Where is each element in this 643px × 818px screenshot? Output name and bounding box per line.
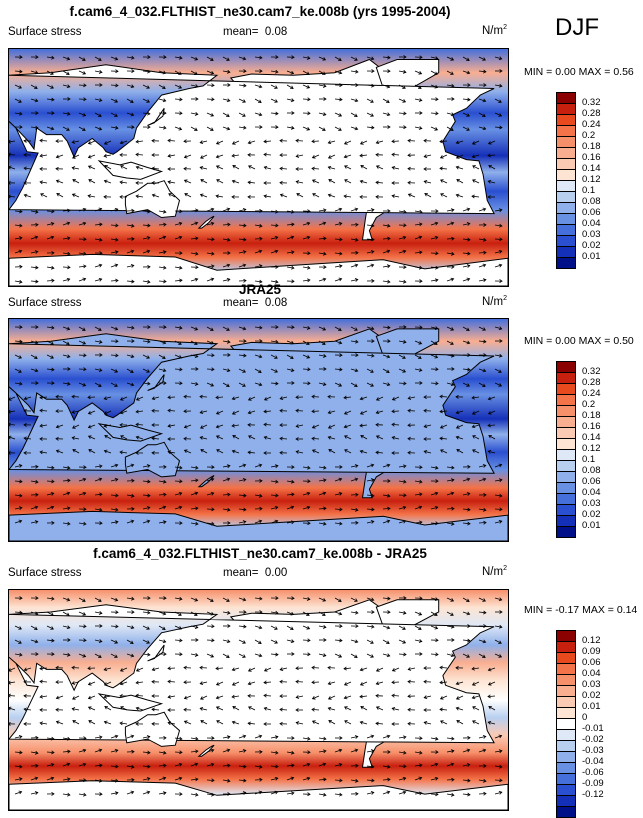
panel-3-units-base: N/m — [482, 566, 503, 578]
panel-1-map-svg — [9, 49, 508, 286]
panel-1-units-exp: 2 — [503, 24, 507, 31]
colorbar-tick-label: 0.14 — [582, 164, 601, 174]
colorbar-tick-label: 0.28 — [582, 378, 601, 388]
colorbar-tick-label: 0.32 — [582, 98, 601, 108]
panel-1-map — [8, 48, 509, 287]
colorbar-tick-label: -0.01 — [582, 724, 604, 734]
colorbar-tick-label: -0.04 — [582, 757, 604, 767]
colorbar-tick-label: 0.02 — [582, 241, 601, 251]
colorbar-tick-label: 0.24 — [582, 120, 601, 130]
panel-1-max-label: MAX = — [579, 66, 611, 78]
panel-3-title: f.cam6_4_032.FLTHIST_ne30.cam7_ke.008b -… — [10, 546, 510, 561]
colorbar-tick-label: 0.24 — [582, 389, 601, 399]
panel-2-title: JRA25 — [10, 282, 510, 297]
panel-1-mean-label: mean= — [223, 26, 258, 38]
colorbar-tick-label: -0.02 — [582, 735, 604, 745]
panel-1-units-base: N/m — [482, 25, 503, 37]
panel-2-min-value: 0.00 — [555, 335, 575, 347]
panel-1-mean-value: 0.08 — [265, 26, 287, 38]
colorbar-tick-label: 0.2 — [582, 131, 595, 141]
colorbar-swatch — [556, 257, 576, 269]
colorbar-tick-label: 0 — [582, 713, 587, 723]
panel-1-minmax: MIN = 0.00 MAX = 0.56 — [524, 66, 634, 78]
colorbar-tick-label: 0.2 — [582, 400, 595, 410]
colorbar-tick-label: 0.09 — [582, 647, 601, 657]
panel-1-max-value: 0.56 — [613, 66, 633, 78]
colorbar-tick-label: 0.03 — [582, 230, 601, 240]
panel-1-mean: mean= 0.08 — [223, 26, 287, 38]
panel-3-units: N/m2 — [482, 565, 507, 578]
panel-2-map — [8, 318, 509, 542]
panel-3-units-exp: 2 — [503, 565, 507, 572]
panel-2-units-base: N/m — [482, 296, 503, 308]
colorbar-tick-label: 0.1 — [582, 455, 595, 465]
colorbar-tick-label: 0.04 — [582, 669, 601, 679]
panel-3-mean-value: 0.00 — [265, 567, 287, 579]
colorbar-tick-label: 0.01 — [582, 521, 601, 531]
panel-1-units: N/m2 — [482, 24, 507, 37]
panel-2-units: N/m2 — [482, 295, 507, 308]
colorbar-swatch — [556, 806, 576, 818]
colorbar-tick-label: 0.02 — [582, 691, 601, 701]
panel-2-map-svg — [9, 319, 508, 541]
colorbar-tick-label: 0.18 — [582, 142, 601, 152]
colorbar-tick-label: 0.16 — [582, 422, 601, 432]
panel-1-min-value: 0.00 — [555, 66, 575, 78]
panel-1-variable-label: Surface stress — [8, 26, 82, 38]
panel-2-mean: mean= 0.08 — [223, 297, 287, 309]
colorbar-tick-label: -0.03 — [582, 746, 604, 756]
colorbar-tick-label: 0.16 — [582, 153, 601, 163]
colorbar-tick-label: 0.08 — [582, 466, 601, 476]
colorbar-swatch — [556, 526, 576, 538]
colorbar-tick-label: 0.06 — [582, 477, 601, 487]
panel-3-max-value: 0.14 — [617, 604, 637, 616]
season-label: DJF — [555, 14, 599, 42]
colorbar-tick-label: -0.09 — [582, 779, 604, 789]
panel-3-min-value: -0.17 — [555, 604, 579, 616]
colorbar-tick-label: 0.18 — [582, 411, 601, 421]
panel-3-mean: mean= 0.00 — [223, 567, 287, 579]
panel-3-max-label: MAX = — [582, 604, 614, 616]
colorbar-tick-label: 0.04 — [582, 219, 601, 229]
colorbar-tick-label: 0.03 — [582, 680, 601, 690]
colorbar-tick-label: 0.28 — [582, 109, 601, 119]
panel-3-variable-label: Surface stress — [8, 567, 82, 579]
colorbar-tick-label: -0.12 — [582, 790, 604, 800]
colorbar-tick-label: 0.08 — [582, 197, 601, 207]
panel-3-minmax: MIN = -0.17 MAX = 0.14 — [524, 604, 637, 616]
panel-2-max-value: 0.50 — [613, 335, 633, 347]
colorbar-tick-label: 0.12 — [582, 175, 601, 185]
panel-1-title: f.cam6_4_032.FLTHIST_ne30.cam7_ke.008b (… — [10, 4, 510, 19]
colorbar-tick-label: 0.04 — [582, 488, 601, 498]
colorbar-tick-label: 0.06 — [582, 658, 601, 668]
colorbar-tick-label: 0.14 — [582, 433, 601, 443]
panel-3-map — [8, 589, 509, 811]
colorbar-tick-label: 0.06 — [582, 208, 601, 218]
panel-2-units-exp: 2 — [503, 295, 507, 302]
panel-2-minmax: MIN = 0.00 MAX = 0.50 — [524, 335, 634, 347]
panel-2-min-label: MIN = — [524, 335, 552, 347]
colorbar-tick-label: 0.12 — [582, 636, 601, 646]
colorbar-tick-label: 0.01 — [582, 252, 601, 262]
panel-3-mean-label: mean= — [223, 567, 258, 579]
panel-3-map-svg — [9, 590, 508, 810]
panel-3-min-label: MIN = — [524, 604, 552, 616]
colorbar-tick-label: -0.06 — [582, 768, 604, 778]
colorbar-tick-label: 0.01 — [582, 702, 601, 712]
panel-2-max-label: MAX = — [579, 335, 611, 347]
colorbar-tick-label: 0.32 — [582, 367, 601, 377]
panel-2-variable-label: Surface stress — [8, 297, 82, 309]
colorbar-tick-label: 0.02 — [582, 510, 601, 520]
panel-2-mean-label: mean= — [223, 297, 258, 309]
panel-1-min-label: MIN = — [524, 66, 552, 78]
colorbar-tick-label: 0.1 — [582, 186, 595, 196]
colorbar-tick-label: 0.12 — [582, 444, 601, 454]
panel-2-mean-value: 0.08 — [265, 297, 287, 309]
colorbar-tick-label: 0.03 — [582, 499, 601, 509]
